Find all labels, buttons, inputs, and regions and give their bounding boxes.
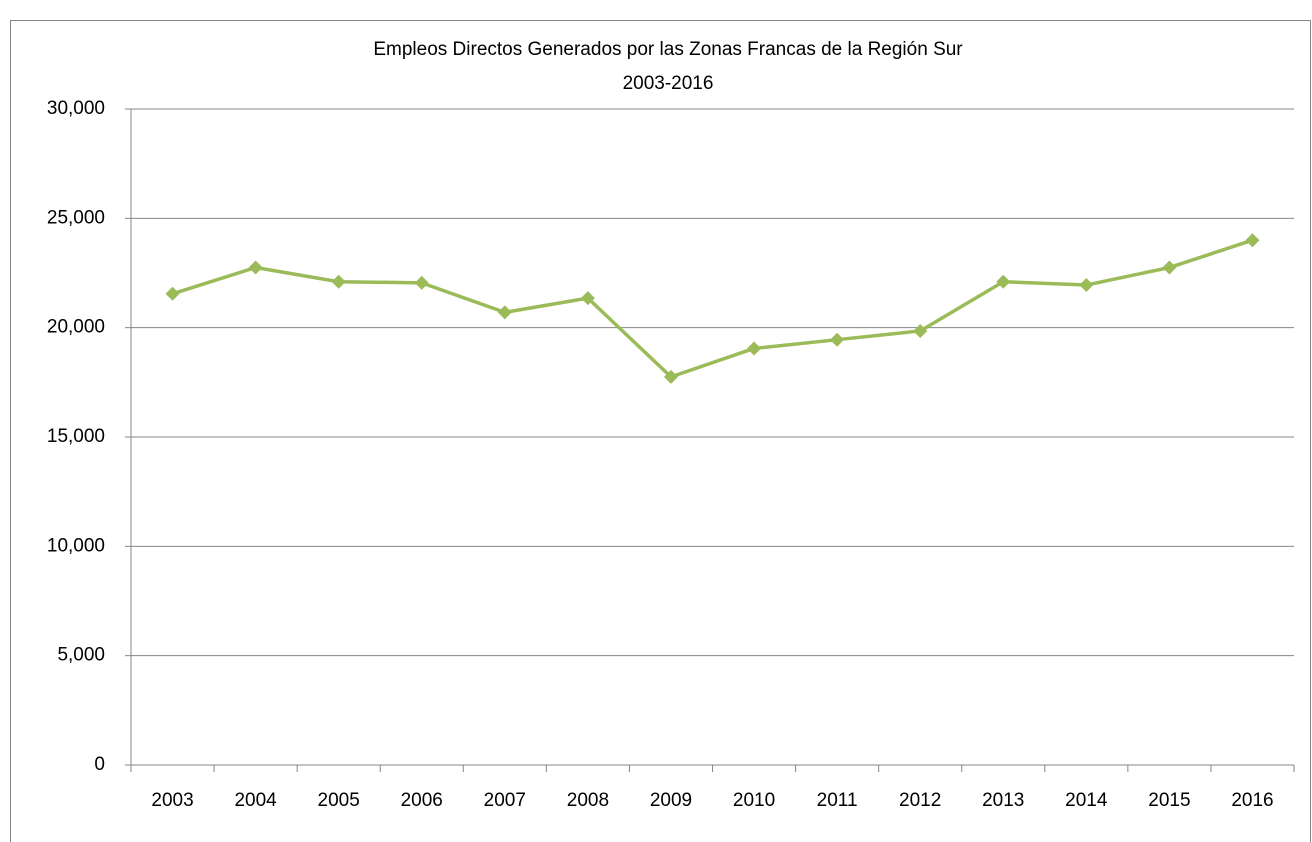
x-tick-label: 2004	[234, 790, 277, 811]
y-tick-label: 15,000	[47, 426, 105, 447]
data-point	[996, 274, 1011, 289]
data-point	[1079, 278, 1094, 293]
data-point	[165, 286, 180, 301]
x-tick-label: 2013	[982, 790, 1024, 811]
data-point	[663, 369, 678, 384]
chart-title: Empleos Directos Generados por las Zonas…	[373, 39, 963, 60]
y-tick-label: 0	[94, 754, 105, 775]
data-point	[497, 305, 512, 320]
data-point	[331, 274, 346, 289]
x-tick-label: 2008	[567, 790, 609, 811]
x-tick-label: 2006	[401, 790, 443, 811]
data-point	[830, 332, 845, 347]
x-tick-label: 2011	[817, 790, 858, 811]
x-tick-label: 2015	[1148, 790, 1190, 811]
data-point	[1162, 260, 1177, 275]
x-tick-label: 2012	[899, 790, 941, 811]
data-point	[1245, 233, 1260, 248]
chart-subtitle: 2003-2016	[623, 73, 714, 94]
x-tick-label: 2016	[1231, 790, 1273, 811]
chart-border	[10, 20, 1311, 842]
series-line	[172, 238, 1254, 379]
x-tick-label: 2005	[318, 790, 360, 811]
y-tick-label: 25,000	[47, 207, 105, 228]
y-tick-label: 30,000	[47, 98, 105, 119]
y-tick-label: 20,000	[47, 317, 105, 338]
x-tick-label: 2009	[650, 790, 692, 811]
x-tick-label: 2010	[733, 790, 775, 811]
data-point	[747, 341, 762, 356]
data-point	[913, 323, 928, 338]
y-tick-label: 10,000	[47, 535, 105, 556]
data-point	[580, 291, 595, 306]
data-point	[248, 260, 263, 275]
x-tick-label: 2003	[151, 790, 193, 811]
x-tick-label: 2007	[484, 790, 526, 811]
y-tick-label: 5,000	[57, 645, 105, 666]
data-point	[414, 275, 429, 290]
x-tick-label: 2014	[1065, 790, 1108, 811]
